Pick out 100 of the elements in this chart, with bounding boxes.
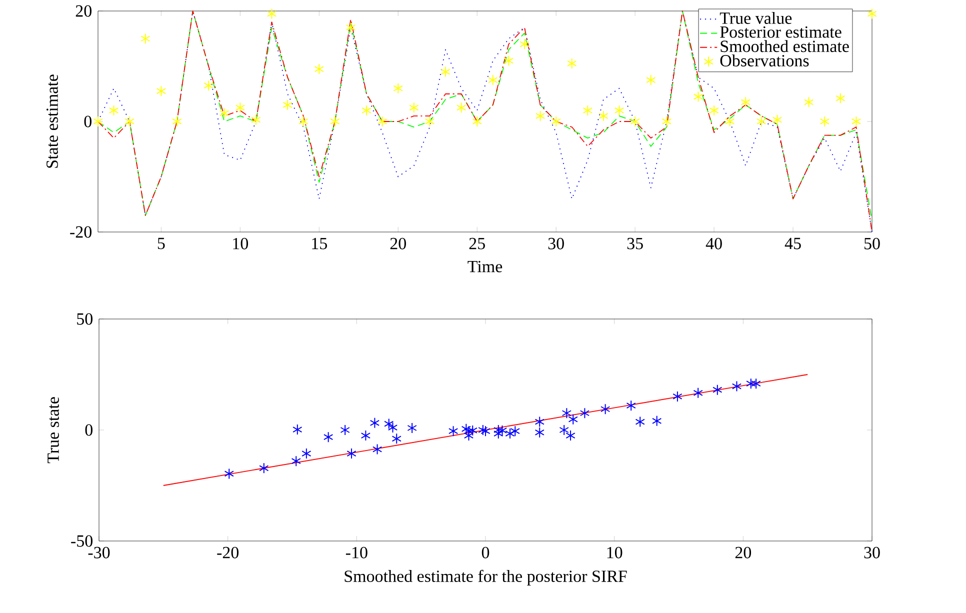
point: [440, 66, 450, 78]
point: [662, 116, 672, 127]
point: [497, 424, 508, 436]
x-tick-label: 50: [864, 238, 880, 250]
point: [388, 422, 398, 434]
point: [478, 424, 488, 436]
point: [534, 426, 544, 438]
point: [140, 33, 150, 44]
x-axis-title: Smoothed estimate for the posterior SIRF: [344, 570, 627, 586]
y-axis-title: True state: [48, 397, 59, 464]
point: [746, 378, 756, 390]
point: [235, 102, 245, 114]
point: [220, 108, 230, 119]
point: [259, 462, 269, 474]
y-tick-label: 50: [77, 313, 92, 325]
x-tick-label: 15: [312, 238, 327, 250]
point: [330, 116, 340, 127]
point: [378, 116, 388, 127]
x-tick-label: 30: [548, 238, 564, 250]
legend-label: Smoothed estimate: [720, 40, 849, 52]
x-tick-label: 30: [864, 546, 880, 558]
point: [392, 433, 402, 444]
point: [124, 116, 134, 127]
legend-label: Posterior estimate: [720, 26, 842, 38]
point: [323, 432, 334, 443]
point: [652, 415, 662, 426]
x-tick-label: 45: [784, 238, 801, 250]
point: [693, 91, 704, 102]
point: [534, 416, 544, 428]
point: [291, 456, 301, 467]
point: [535, 110, 546, 122]
point: [551, 116, 561, 127]
point: [772, 114, 782, 126]
point: [372, 444, 382, 455]
x-tick-label: 10: [233, 238, 248, 250]
x-axis-title: Time: [468, 260, 502, 272]
point: [635, 416, 645, 428]
point: [204, 80, 214, 92]
y-tick-label: 0: [85, 424, 92, 436]
point: [582, 104, 593, 116]
point: [600, 404, 610, 415]
y-tick-label: 0: [84, 116, 92, 128]
point: [626, 400, 636, 412]
x-tick-label: -10: [346, 546, 368, 558]
point: [504, 55, 514, 66]
point: [598, 110, 608, 122]
x-tick-label: 10: [607, 546, 622, 558]
y-tick-label: 20: [76, 5, 92, 17]
point: [740, 96, 750, 108]
point: [712, 384, 722, 396]
point: [480, 426, 490, 437]
point: [725, 116, 735, 127]
point: [820, 116, 830, 127]
point: [472, 116, 482, 127]
point: [370, 417, 380, 428]
point: [709, 104, 719, 116]
point: [693, 387, 703, 398]
point: [630, 116, 640, 127]
point: [646, 74, 656, 86]
point: [510, 426, 520, 437]
point: [298, 116, 308, 127]
y-tick-label: -50: [71, 535, 92, 547]
point: [456, 102, 466, 114]
point: [346, 22, 356, 34]
point: [93, 116, 103, 127]
point: [346, 448, 356, 460]
point: [292, 424, 302, 436]
point: [804, 96, 814, 108]
point: [614, 104, 624, 116]
point: [224, 468, 234, 480]
x-tick-label: 20: [390, 238, 406, 250]
point: [407, 422, 417, 434]
point: [360, 430, 371, 442]
x-tick-label: 40: [706, 238, 722, 250]
point: [488, 74, 498, 86]
x-tick-label: 20: [735, 546, 752, 558]
point: [362, 104, 372, 116]
point: [836, 92, 846, 104]
point: [282, 99, 292, 110]
point: [251, 114, 261, 126]
point: [340, 424, 350, 436]
point: [468, 424, 478, 436]
point: [302, 448, 312, 460]
x-tick-label: 5: [158, 238, 165, 250]
point: [266, 8, 277, 20]
point: [393, 82, 403, 94]
point: [580, 408, 590, 419]
y-tick-label: -20: [70, 226, 92, 238]
y-axis-title: State estimate: [46, 74, 58, 168]
x-tick-label: 35: [627, 238, 643, 250]
x-tick-label: -20: [217, 546, 239, 558]
point: [409, 102, 419, 114]
legend-label: True value: [720, 12, 792, 24]
point: [756, 116, 766, 127]
x-tick-label: -30: [88, 546, 110, 558]
point: [108, 104, 119, 116]
point: [732, 380, 742, 392]
point: [851, 116, 862, 127]
point: [494, 428, 504, 440]
point: [494, 424, 504, 436]
